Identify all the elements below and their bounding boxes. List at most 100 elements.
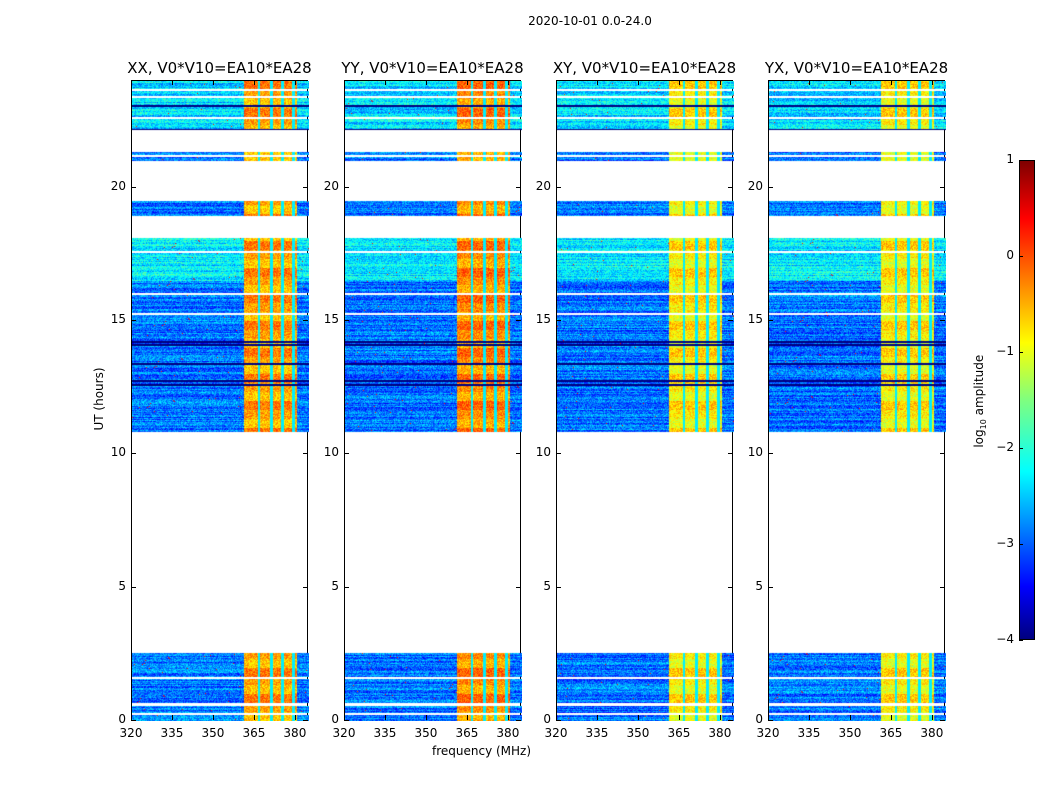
y-tick xyxy=(556,720,561,721)
colorbar-label-sub: 10 xyxy=(979,419,989,430)
x-tick xyxy=(849,715,851,720)
x-tick xyxy=(890,80,892,85)
y-tick xyxy=(768,720,773,721)
colorbar-tick xyxy=(1019,256,1023,257)
x-tick-label: 365 xyxy=(879,726,903,740)
x-tick-label: 380 xyxy=(920,726,944,740)
y-tick xyxy=(768,186,773,188)
x-tick xyxy=(294,715,296,720)
y-tick xyxy=(344,320,349,321)
colorbar-tick-label: −4 xyxy=(996,632,1014,646)
x-tick-label: 380 xyxy=(283,726,307,740)
heatmap-panel xyxy=(131,80,309,721)
y-tick-label: 0 xyxy=(331,712,339,726)
x-tick xyxy=(253,80,255,85)
y-tick xyxy=(516,320,521,321)
x-tick xyxy=(253,715,255,720)
x-tick-label: 335 xyxy=(160,726,184,740)
panel-title: XX, V0*V10=EA10*EA28 xyxy=(127,59,312,77)
y-tick-label: 5 xyxy=(118,578,126,593)
y-tick xyxy=(556,186,561,188)
y-tick xyxy=(768,453,773,455)
colorbar-tick xyxy=(1019,640,1023,641)
colorbar-tick-label: −2 xyxy=(996,440,1014,454)
x-tick-label: 335 xyxy=(585,726,609,740)
x-tick xyxy=(808,80,810,85)
y-tick xyxy=(303,586,308,588)
y-tick xyxy=(728,186,733,188)
panel-title: XY, V0*V10=EA10*EA28 xyxy=(552,59,737,77)
y-tick-label: 15 xyxy=(110,312,126,326)
x-tick-label: 350 xyxy=(201,726,225,740)
y-tick xyxy=(768,320,773,321)
y-tick xyxy=(516,586,521,588)
y-tick xyxy=(131,186,136,188)
x-tick-label: 365 xyxy=(242,726,266,740)
heatmap-canvas xyxy=(132,81,309,721)
x-tick-label: 350 xyxy=(838,726,862,740)
x-tick xyxy=(719,715,721,720)
y-tick xyxy=(303,720,308,721)
x-tick xyxy=(171,715,173,720)
y-tick-label: 0 xyxy=(755,712,763,726)
heatmap-panel xyxy=(768,80,946,721)
x-tick xyxy=(294,80,296,85)
x-tick xyxy=(171,80,173,85)
y-tick xyxy=(556,453,561,455)
colorbar-label-prefix: log xyxy=(971,429,986,448)
colorbar-tick-label: −3 xyxy=(996,536,1014,550)
x-tick xyxy=(212,80,214,85)
y-tick-label: 20 xyxy=(747,178,763,193)
y-tick-label: 10 xyxy=(747,445,763,460)
y-tick xyxy=(940,453,945,455)
x-tick xyxy=(556,715,557,720)
x-tick xyxy=(384,80,386,85)
x-tick xyxy=(131,80,132,85)
y-tick-label: 15 xyxy=(535,312,551,326)
y-tick-label: 5 xyxy=(543,578,551,593)
y-tick xyxy=(303,320,308,321)
colorbar-label: log10 amplitude xyxy=(972,346,988,456)
y-tick xyxy=(131,720,136,721)
x-tick xyxy=(768,715,769,720)
heatmap-panel xyxy=(344,80,522,721)
x-tick-label: 380 xyxy=(496,726,520,740)
y-tick xyxy=(940,586,945,588)
x-axis-label: frequency (MHz) xyxy=(432,744,532,758)
x-tick xyxy=(596,80,598,85)
x-tick xyxy=(890,715,892,720)
colorbar-tick xyxy=(1019,160,1023,161)
y-tick xyxy=(728,720,733,721)
y-tick-label: 10 xyxy=(535,445,551,460)
y-tick xyxy=(131,586,136,588)
y-tick xyxy=(728,320,733,321)
x-tick xyxy=(131,715,132,720)
y-tick-label: 10 xyxy=(323,445,339,460)
heatmap-canvas xyxy=(769,81,946,721)
x-tick-label: 335 xyxy=(797,726,821,740)
panel-title: YY, V0*V10=EA10*EA28 xyxy=(341,59,524,77)
y-tick xyxy=(556,586,561,588)
colorbar-tick-label: −1 xyxy=(996,344,1014,358)
y-tick xyxy=(516,453,521,455)
x-tick xyxy=(768,80,769,85)
y-tick xyxy=(940,320,945,321)
x-tick-label: 335 xyxy=(373,726,397,740)
x-tick xyxy=(849,80,851,85)
y-tick xyxy=(303,186,308,188)
heatmap-canvas xyxy=(345,81,522,721)
y-tick-label: 20 xyxy=(535,178,551,193)
x-tick xyxy=(931,80,933,85)
y-tick-label: 15 xyxy=(747,312,763,326)
colorbar-tick xyxy=(1019,544,1023,545)
x-tick xyxy=(637,715,639,720)
y-tick xyxy=(303,453,308,455)
y-tick xyxy=(344,720,349,721)
x-tick xyxy=(344,80,345,85)
y-tick xyxy=(940,720,945,721)
x-tick xyxy=(507,715,509,720)
x-tick xyxy=(507,80,509,85)
x-tick xyxy=(425,80,427,85)
x-tick xyxy=(596,715,598,720)
colorbar-tick-label: 1 xyxy=(1006,152,1014,166)
